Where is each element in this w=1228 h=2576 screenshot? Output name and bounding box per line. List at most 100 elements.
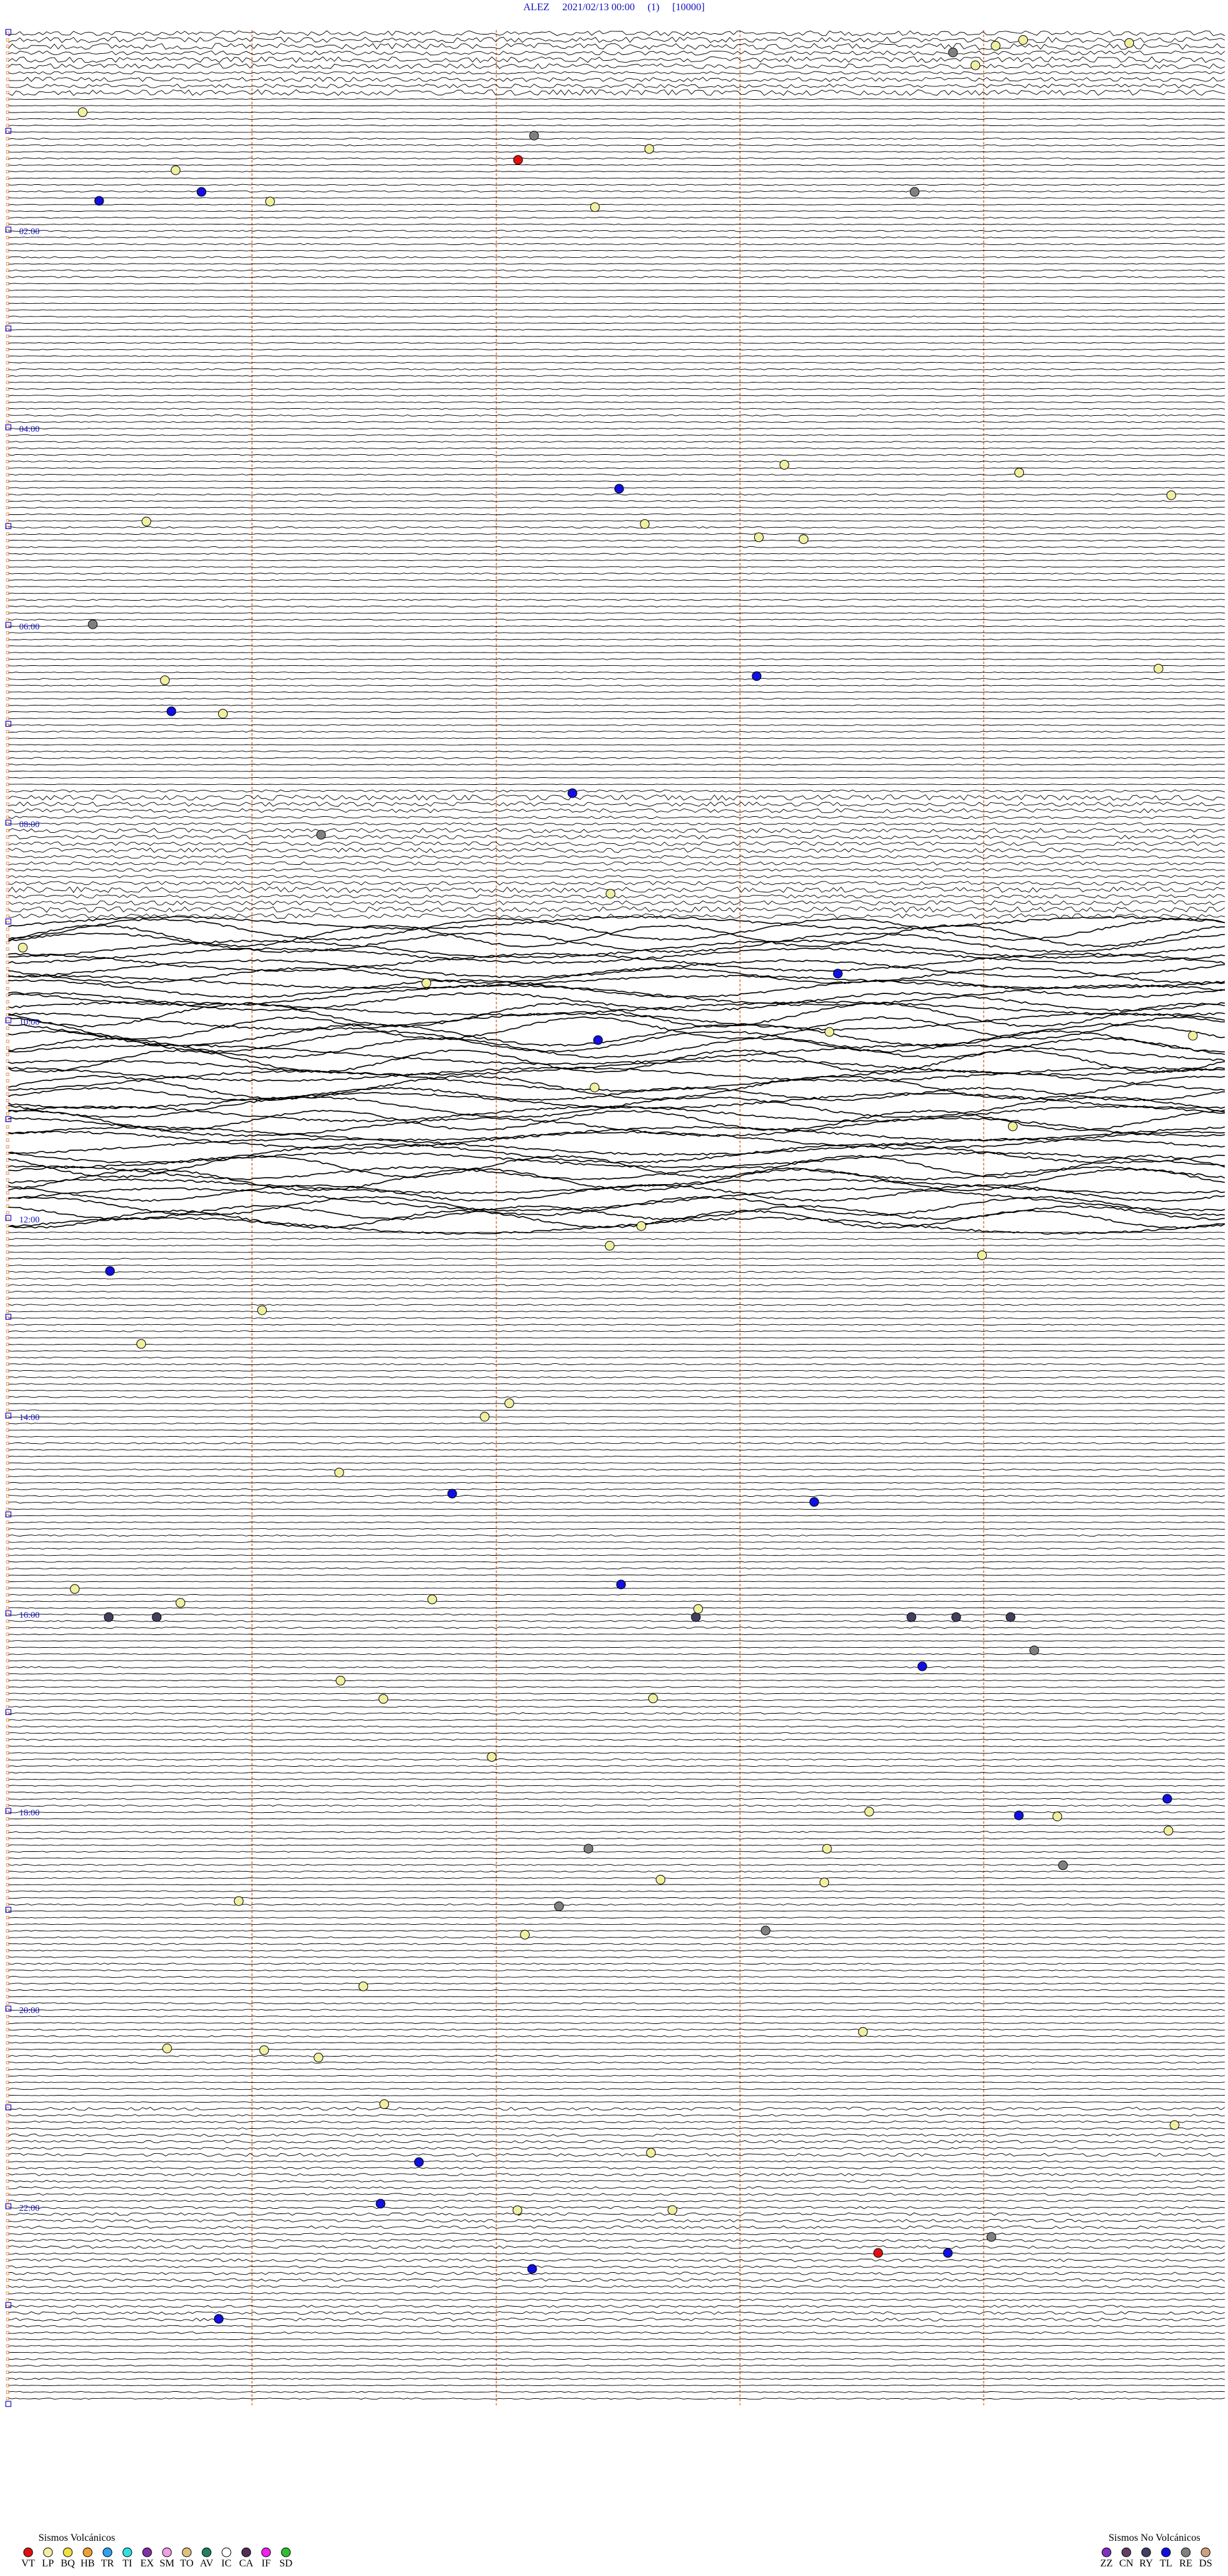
line-marker — [6, 684, 10, 688]
hour-marker — [5, 720, 12, 727]
line-marker — [6, 1421, 10, 1425]
line-marker — [6, 2357, 10, 2361]
trace — [8, 414, 1225, 416]
hour-label: 22:00 — [19, 2204, 40, 2213]
event-marker — [378, 1694, 388, 1704]
trace — [8, 1620, 1225, 1622]
line-marker — [6, 308, 10, 312]
line-marker — [6, 2054, 10, 2058]
event-marker — [166, 706, 177, 716]
trace — [8, 1996, 1225, 1998]
trace — [8, 2385, 1225, 2387]
trace — [8, 2082, 1225, 2083]
trace — [8, 533, 1225, 535]
line-marker — [6, 1402, 10, 1405]
legend-swatch — [83, 2547, 93, 2557]
line-marker — [6, 1237, 10, 1241]
trace — [8, 1330, 1225, 1332]
line-marker — [6, 2120, 10, 2124]
event-marker — [779, 460, 789, 470]
line-marker — [6, 987, 10, 990]
line-marker — [6, 1363, 10, 1366]
line-marker — [6, 848, 10, 852]
event-marker — [504, 1398, 514, 1409]
trace — [8, 315, 1225, 318]
trace — [8, 1851, 1225, 1853]
trace — [8, 1863, 1225, 1866]
line-marker — [6, 367, 10, 371]
line-marker — [6, 631, 10, 635]
legend-label: DS — [1199, 2558, 1212, 2569]
line-marker — [6, 756, 10, 760]
trace — [8, 1778, 1225, 1780]
legend-label: LP — [42, 2558, 54, 2569]
line-marker — [6, 1533, 10, 1537]
event-marker — [487, 1752, 497, 1762]
event-marker — [520, 1929, 530, 1940]
trace — [8, 2272, 1225, 2275]
trace — [8, 2127, 1225, 2130]
trace — [8, 276, 1225, 278]
trace — [8, 118, 1225, 120]
line-marker — [6, 1428, 10, 1432]
line-marker — [6, 1369, 10, 1373]
line-marker — [6, 1890, 10, 1893]
legend-swatch — [261, 2547, 271, 2557]
line-marker — [6, 1922, 10, 1926]
line-marker — [6, 295, 10, 299]
trace — [8, 2074, 1225, 2077]
trace — [8, 1712, 1225, 1715]
line-marker — [6, 730, 10, 734]
line-marker — [6, 743, 10, 747]
trace — [8, 1209, 1225, 1229]
trace — [8, 1023, 1225, 1047]
trace — [8, 473, 1225, 476]
line-marker — [6, 941, 10, 944]
event-marker — [265, 196, 275, 207]
legend-swatch — [102, 2547, 113, 2557]
hour-marker — [5, 1709, 12, 1716]
trace — [8, 671, 1225, 674]
line-marker — [6, 2140, 10, 2144]
trace — [8, 684, 1225, 686]
line-marker — [6, 1902, 10, 1906]
trace — [8, 2147, 1225, 2150]
line-marker — [6, 1033, 10, 1036]
line-marker — [6, 2153, 10, 2157]
line-marker — [6, 1277, 10, 1281]
trace — [8, 1117, 1225, 1137]
line-marker — [6, 894, 10, 898]
trace — [8, 677, 1225, 681]
hour-marker — [5, 1116, 12, 1123]
event-marker — [909, 187, 920, 197]
trace — [8, 828, 1225, 834]
line-marker — [6, 664, 10, 668]
trace — [8, 1383, 1225, 1385]
trace — [8, 395, 1225, 397]
trace — [8, 2278, 1225, 2282]
legend-label: RE — [1179, 2558, 1192, 2569]
line-marker — [6, 2383, 10, 2387]
trace — [8, 1508, 1225, 1510]
trace — [8, 1903, 1225, 1906]
line-marker — [6, 2126, 10, 2130]
trace — [8, 1030, 1225, 1053]
line-marker — [6, 1389, 10, 1393]
trace — [8, 868, 1225, 872]
line-marker — [6, 1837, 10, 1840]
line-marker — [6, 321, 10, 325]
legend-swatch — [1200, 2547, 1211, 2557]
hour-label: 20:00 — [19, 2006, 40, 2016]
line-marker — [6, 565, 10, 569]
line-marker — [6, 914, 10, 918]
line-marker — [6, 670, 10, 674]
event-marker — [1153, 663, 1163, 674]
trace — [8, 447, 1225, 450]
line-marker — [6, 1632, 10, 1636]
line-marker — [6, 1606, 10, 1610]
line-marker — [6, 1896, 10, 1900]
event-marker — [447, 1489, 457, 1499]
line-marker — [6, 1467, 10, 1471]
event-marker — [529, 130, 539, 141]
